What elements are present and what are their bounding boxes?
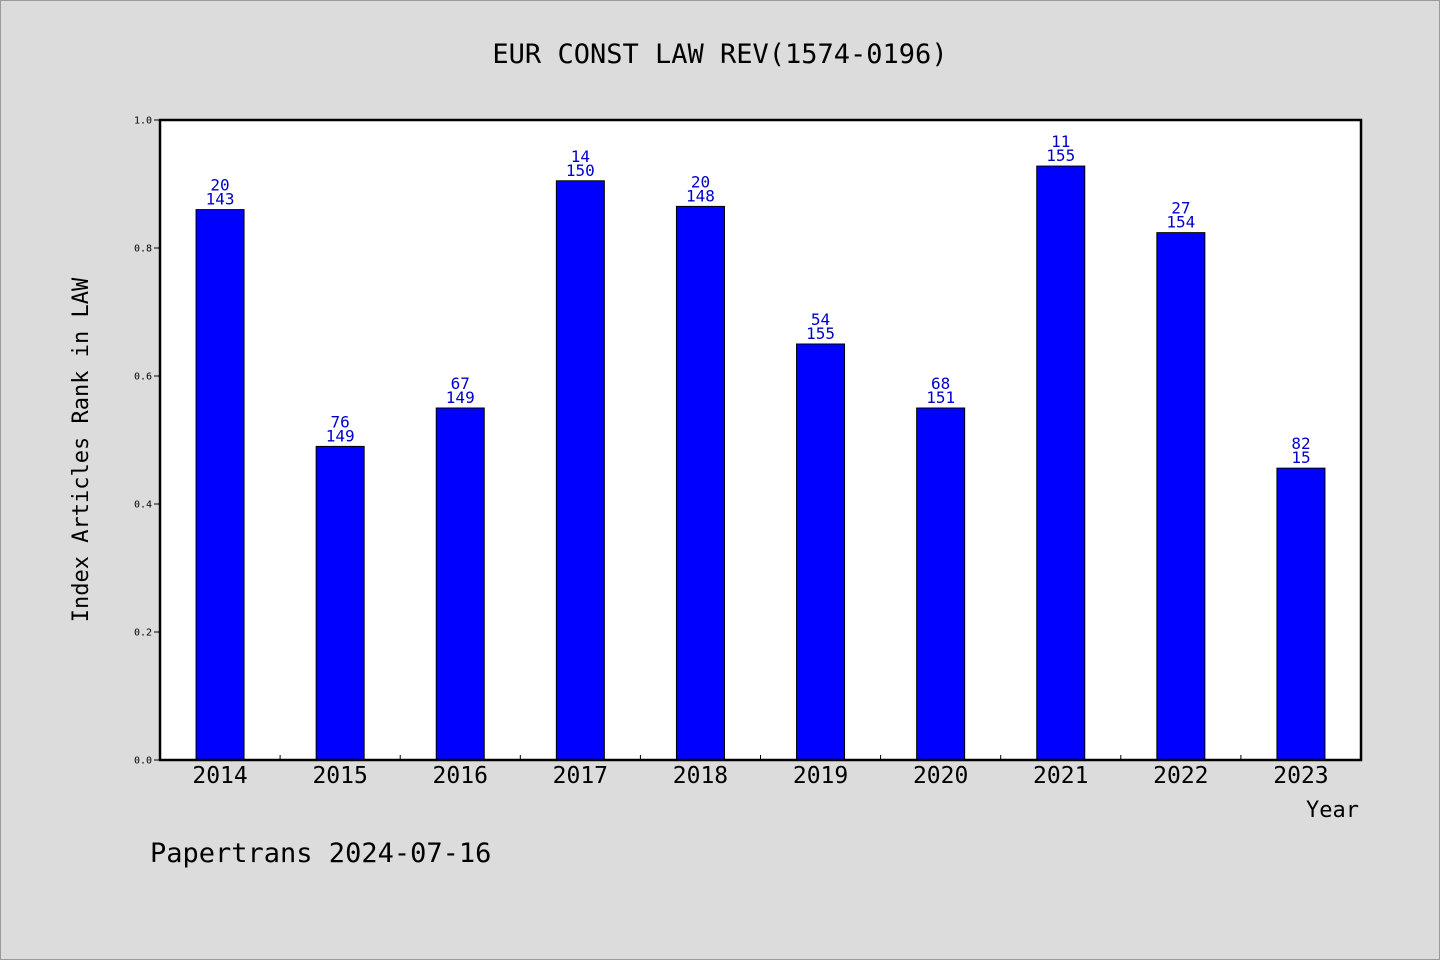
total-label: 154	[1166, 213, 1195, 232]
x-tick-label: 2023	[1273, 763, 1328, 789]
rank-label: 20	[691, 172, 710, 191]
rank-label: 67	[451, 374, 470, 393]
rank-label: 14	[571, 147, 590, 166]
total-label: 155	[806, 324, 835, 343]
total-label: 15	[1291, 448, 1310, 467]
x-tick-label: 2021	[1033, 763, 1088, 789]
rank-label: 82	[1291, 434, 1310, 453]
chart-title: EUR CONST LAW REV(1574-0196)	[492, 39, 947, 70]
x-axis-label: Year	[1306, 798, 1359, 823]
x-tick-label: 2016	[433, 763, 488, 789]
bar-2021	[1036, 165, 1086, 761]
total-label: 149	[326, 426, 355, 445]
bar-2023	[1276, 467, 1326, 761]
y-tick-label: 1.0	[134, 116, 152, 127]
rank-label: 76	[331, 412, 350, 431]
rank-label: 27	[1171, 199, 1190, 218]
x-tick-label: 2014	[192, 763, 247, 789]
x-tick-label: 2019	[793, 763, 848, 789]
footer-credit: Papertrans 2024-07-16	[150, 838, 491, 869]
rank-label: 54	[811, 310, 830, 329]
bar-2015	[315, 445, 365, 761]
x-tick-label: 2018	[673, 763, 728, 789]
x-tick-label: 2015	[312, 763, 367, 789]
total-label: 149	[446, 388, 475, 407]
bars	[195, 165, 1326, 761]
bar-2017	[555, 180, 605, 761]
y-axis-label: Index Articles Rank in LAW	[69, 277, 94, 622]
y-tick-label: 0.2	[134, 628, 152, 639]
bar-labels: 2014201432015761492016671492017141502018…	[192, 132, 1328, 789]
rank-label: 11	[1051, 132, 1070, 151]
rank-label: 68	[931, 374, 950, 393]
total-label: 143	[206, 190, 235, 209]
y-tick-label: 0.8	[134, 244, 152, 255]
y-tick-label: 0.6	[134, 372, 152, 383]
y-tick-label: 0.4	[134, 500, 152, 511]
bar-2022	[1156, 232, 1206, 761]
x-tick-label: 2017	[553, 763, 608, 789]
total-label: 155	[1046, 146, 1075, 165]
x-tick-label: 2020	[913, 763, 968, 789]
bar-2014	[195, 209, 245, 761]
bar-2020	[916, 407, 966, 761]
y-tick-label: 0.0	[134, 756, 152, 767]
bar-2018	[675, 205, 725, 761]
x-tick-label: 2022	[1153, 763, 1208, 789]
total-label: 150	[566, 161, 595, 180]
total-label: 151	[926, 388, 955, 407]
bar-2016	[435, 407, 485, 761]
total-label: 148	[686, 186, 715, 205]
rank-label: 20	[210, 176, 229, 195]
bar-2019	[796, 343, 846, 761]
plot-border	[158, 118, 1363, 762]
